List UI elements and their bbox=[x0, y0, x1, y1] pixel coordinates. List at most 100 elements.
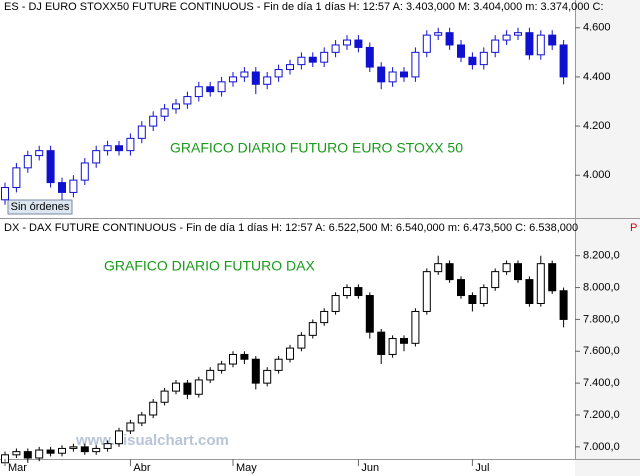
candle-body bbox=[536, 34, 545, 56]
candle-body bbox=[548, 263, 557, 292]
candle-body bbox=[468, 56, 477, 66]
candle-body bbox=[434, 263, 443, 273]
x-tick-label: May bbox=[236, 462, 257, 474]
candle-body bbox=[514, 263, 522, 281]
candle-body bbox=[320, 51, 329, 63]
candle-body bbox=[240, 353, 249, 360]
x-tick-label: Abr bbox=[133, 462, 150, 474]
candle-body bbox=[365, 46, 374, 68]
candle-body bbox=[559, 290, 568, 320]
candle-body bbox=[388, 71, 397, 83]
candle-body bbox=[434, 32, 443, 36]
candle-body bbox=[479, 287, 488, 304]
annotation: GRAFICO DIARIO FUTURO EURO STOXX 50 bbox=[170, 140, 463, 156]
candle-body bbox=[263, 76, 272, 85]
candle-body bbox=[286, 64, 294, 71]
candle-body bbox=[103, 145, 112, 152]
panel-header: ES - DJ EURO STOXX50 FUTURE CONTINUOUS -… bbox=[4, 1, 604, 13]
candle-body bbox=[457, 44, 465, 58]
candle-body bbox=[137, 125, 146, 139]
candle-body bbox=[206, 86, 215, 93]
candle-body bbox=[172, 382, 180, 392]
candle-body bbox=[502, 263, 511, 273]
candle-body bbox=[445, 263, 454, 281]
candle-body bbox=[491, 271, 500, 289]
candle-body bbox=[343, 287, 351, 297]
candle-body bbox=[377, 331, 386, 355]
candle-body bbox=[514, 32, 522, 36]
candle-body bbox=[354, 287, 363, 297]
candle-body bbox=[297, 56, 306, 66]
candle-body bbox=[354, 39, 363, 48]
candle-body bbox=[115, 430, 123, 445]
y-tick-label: 7.400,0 bbox=[583, 377, 620, 389]
candle-body bbox=[251, 71, 260, 85]
candle-body bbox=[92, 150, 101, 164]
y-tick-label: 7.600,0 bbox=[583, 345, 620, 357]
candle-body bbox=[445, 32, 454, 46]
candle-body bbox=[206, 369, 215, 381]
x-tick-label: Mar bbox=[8, 462, 27, 474]
candle-body bbox=[126, 137, 135, 152]
flag: P bbox=[630, 222, 637, 234]
candle-body bbox=[58, 447, 66, 454]
watermark: www.visualchart.com bbox=[75, 432, 229, 449]
candle-body bbox=[69, 179, 78, 193]
candle-body bbox=[559, 44, 568, 78]
candle-body bbox=[12, 167, 21, 189]
candle-body bbox=[240, 71, 249, 78]
status-box bbox=[7, 199, 73, 215]
candle-body bbox=[172, 103, 180, 110]
candle-body bbox=[92, 447, 101, 453]
candle-body bbox=[457, 279, 465, 297]
candle-body bbox=[400, 71, 408, 78]
candle-body bbox=[286, 347, 294, 360]
candle-body bbox=[411, 51, 420, 78]
candle-body bbox=[468, 295, 477, 304]
candle-body bbox=[35, 150, 44, 157]
x-tick-label: Jul bbox=[475, 462, 489, 474]
candle-body bbox=[400, 338, 408, 344]
y-tick-label: 4.400 bbox=[583, 71, 611, 83]
y-tick-label: 7.200,0 bbox=[583, 409, 620, 421]
candle-body bbox=[263, 369, 272, 384]
candle-body bbox=[183, 96, 192, 105]
candle-body bbox=[12, 451, 21, 456]
candle-body bbox=[194, 379, 203, 395]
candle-body bbox=[411, 310, 420, 344]
candle-body bbox=[229, 76, 237, 83]
candle-body bbox=[365, 295, 374, 333]
candle-body bbox=[1, 187, 9, 201]
candle-body bbox=[69, 446, 78, 449]
candle-body bbox=[343, 39, 351, 46]
y-tick-label: 4.000 bbox=[583, 169, 611, 181]
candle-body bbox=[422, 34, 431, 53]
candle-body bbox=[536, 263, 545, 304]
candle-body bbox=[137, 414, 146, 424]
candle-body bbox=[525, 279, 534, 304]
candle-body bbox=[23, 451, 32, 459]
candle-body bbox=[46, 150, 55, 184]
candle-body bbox=[251, 358, 260, 384]
candle-body bbox=[274, 69, 283, 78]
y-tick-label: 4.600 bbox=[583, 22, 611, 34]
candle-body bbox=[297, 334, 306, 349]
candle-body bbox=[308, 56, 317, 63]
candle-body bbox=[103, 443, 112, 449]
candle-body bbox=[331, 295, 340, 312]
candle-body bbox=[502, 34, 511, 41]
candle-body bbox=[422, 271, 431, 312]
candle-body bbox=[194, 86, 203, 98]
candle-body bbox=[126, 422, 135, 432]
candle-body bbox=[23, 155, 32, 169]
candle-body bbox=[320, 310, 329, 324]
price-axis-area bbox=[575, 0, 640, 476]
candle-body bbox=[183, 382, 192, 395]
x-tick-label: Jun bbox=[361, 462, 379, 474]
candle-body bbox=[149, 401, 158, 416]
annotation: GRAFICO DIARIO FUTURO DAX bbox=[104, 258, 315, 274]
candle-body bbox=[80, 162, 89, 181]
